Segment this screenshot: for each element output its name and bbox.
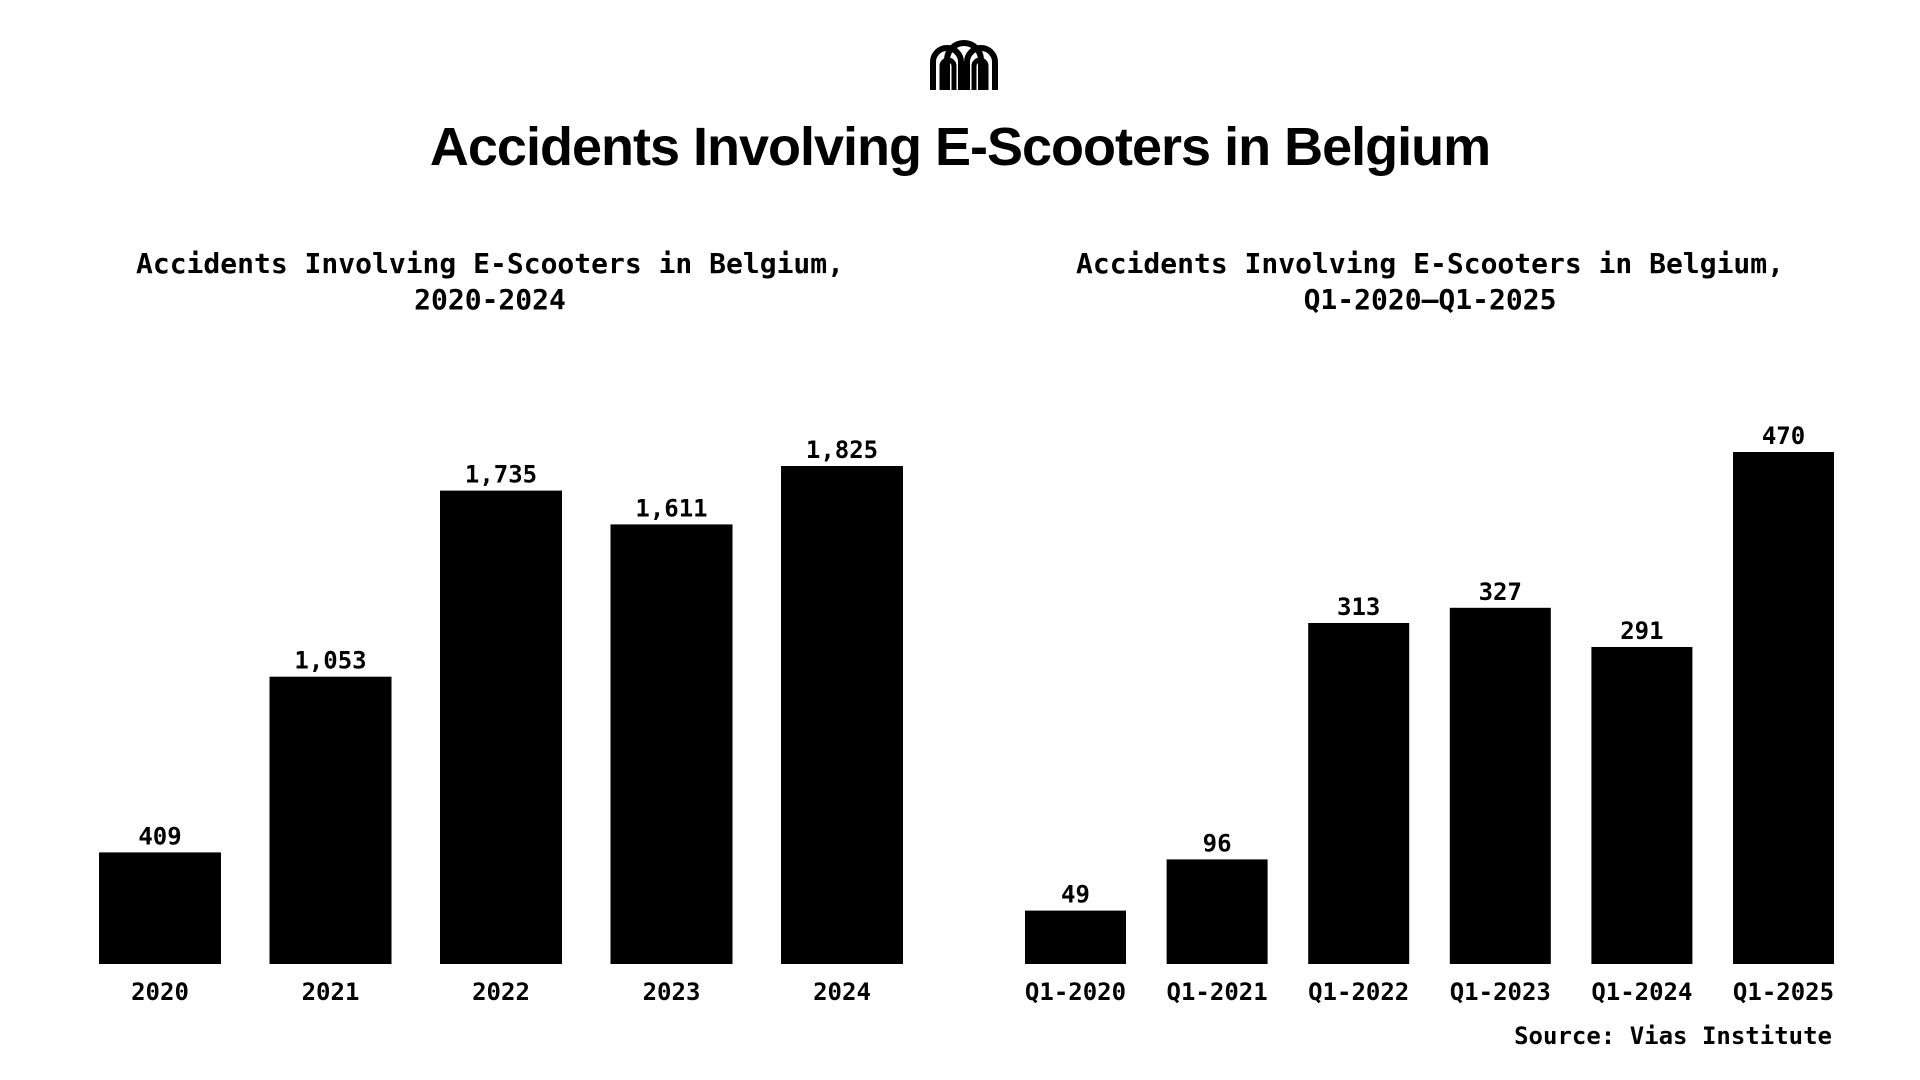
right-category-label: Q1-2024 xyxy=(1591,978,1692,1006)
left-bar-2021 xyxy=(269,676,392,964)
page-title: Accidents Involving E-Scooters in Belgiu… xyxy=(429,117,1491,177)
left-chart-title: Accidents Involving E-Scooters in Belgiu… xyxy=(60,246,920,318)
left-category-label: 2021 xyxy=(302,978,360,1006)
right-bar-Q1-2023 xyxy=(1449,607,1551,964)
right-bar-Q1-2024 xyxy=(1591,647,1693,964)
left-value-label: 409 xyxy=(138,822,181,850)
left-bar-2023 xyxy=(610,524,733,964)
left-category-label: 2022 xyxy=(472,978,530,1006)
right-bar-Q1-2022 xyxy=(1308,623,1410,964)
left-value-label: 1,611 xyxy=(635,494,707,522)
right-bar-Q1-2021 xyxy=(1166,859,1268,964)
right-value-label: 313 xyxy=(1337,593,1380,621)
left-value-label: 1,825 xyxy=(806,436,878,464)
right-value-label: 327 xyxy=(1479,578,1522,606)
left-chart-title-line2: 2020-2024 xyxy=(414,283,566,316)
m-arches-logo-icon xyxy=(930,40,998,90)
source-note: Source: Vias Institute xyxy=(1514,1022,1832,1050)
left-value-label: 1,735 xyxy=(465,461,537,489)
left-bar-2022 xyxy=(440,490,562,964)
right-bar-Q1-2025 xyxy=(1733,452,1834,964)
left-value-label: 1,053 xyxy=(294,647,366,675)
left-bar-2024 xyxy=(781,466,903,964)
left-category-label: 2020 xyxy=(131,978,189,1006)
right-value-label: 291 xyxy=(1620,617,1663,645)
right-category-label: Q1-2023 xyxy=(1450,978,1551,1006)
right-chart-title-line2: Q1-2020–Q1-2025 xyxy=(1303,283,1557,316)
right-category-label: Q1-2022 xyxy=(1308,978,1409,1006)
right-bar-Q1-2020 xyxy=(1025,910,1126,964)
right-value-label: 96 xyxy=(1203,829,1232,857)
right-chart-title: Accidents Involving E-Scooters in Belgiu… xyxy=(1000,246,1860,318)
right-chart-title-line1: Accidents Involving E-Scooters in Belgiu… xyxy=(1075,247,1784,280)
right-category-label: Q1-2020 xyxy=(1025,978,1126,1006)
left-category-label: 2023 xyxy=(643,978,701,1006)
left-category-label: 2024 xyxy=(813,978,871,1006)
left-chart-title-line1: Accidents Involving E-Scooters in Belgiu… xyxy=(135,247,844,280)
right-value-label: 470 xyxy=(1762,422,1805,450)
left-bar-2020 xyxy=(99,852,221,964)
right-value-label: 49 xyxy=(1061,881,1090,909)
right-category-label: Q1-2025 xyxy=(1733,978,1834,1006)
right-category-label: Q1-2021 xyxy=(1167,978,1268,1006)
